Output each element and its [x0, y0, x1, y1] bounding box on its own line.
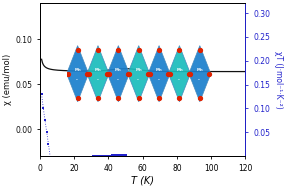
Point: [132, 182, 136, 185]
X-axis label: T (K): T (K): [131, 176, 154, 186]
Point: [120, 153, 124, 156]
Y-axis label: χT (J·mol⁻¹·K⁻²): χT (J·mol⁻¹·K⁻²): [273, 51, 283, 109]
Point: [46, 143, 51, 146]
Point: [106, 154, 111, 157]
Point: [122, 153, 126, 156]
Point: [79, 156, 83, 159]
Point: [125, 162, 130, 165]
Point: [94, 155, 99, 158]
Point: [44, 131, 49, 134]
Point: [67, 156, 71, 159]
Point: [118, 153, 123, 156]
Point: [77, 156, 82, 159]
Point: [104, 154, 109, 157]
Point: [63, 156, 68, 160]
Point: [108, 154, 112, 157]
Point: [70, 156, 75, 159]
Point: [116, 153, 121, 156]
Point: [115, 154, 119, 157]
Point: [48, 155, 52, 158]
Point: [43, 119, 47, 122]
Point: [41, 107, 45, 110]
Point: [92, 155, 97, 158]
Point: [103, 154, 107, 157]
Point: [91, 155, 95, 158]
Point: [128, 179, 133, 182]
Point: [96, 155, 100, 158]
Point: [58, 157, 63, 160]
Point: [86, 155, 90, 158]
Point: [84, 155, 88, 158]
Point: [82, 156, 87, 159]
Point: [101, 154, 106, 157]
Point: [65, 156, 69, 160]
Point: [111, 154, 116, 157]
Point: [139, 187, 143, 189]
Point: [89, 155, 94, 158]
Point: [55, 157, 59, 160]
Point: [134, 183, 138, 186]
Point: [56, 157, 61, 160]
Point: [74, 156, 78, 159]
Point: [137, 186, 142, 189]
Point: [87, 155, 92, 158]
Point: [127, 170, 131, 173]
Y-axis label: χ (emu/mol): χ (emu/mol): [3, 54, 13, 105]
Point: [72, 156, 76, 159]
Point: [53, 156, 57, 160]
Point: [130, 180, 135, 183]
Point: [98, 155, 102, 158]
Point: [49, 156, 54, 159]
Point: [110, 154, 114, 157]
Point: [51, 156, 56, 159]
Point: [80, 156, 85, 159]
Point: [39, 93, 44, 96]
Point: [123, 153, 128, 156]
Point: [99, 154, 104, 157]
Point: [68, 156, 73, 159]
Point: [60, 157, 64, 160]
Point: [135, 185, 140, 188]
Point: [75, 156, 80, 159]
Point: [113, 154, 118, 157]
Point: [61, 157, 66, 160]
